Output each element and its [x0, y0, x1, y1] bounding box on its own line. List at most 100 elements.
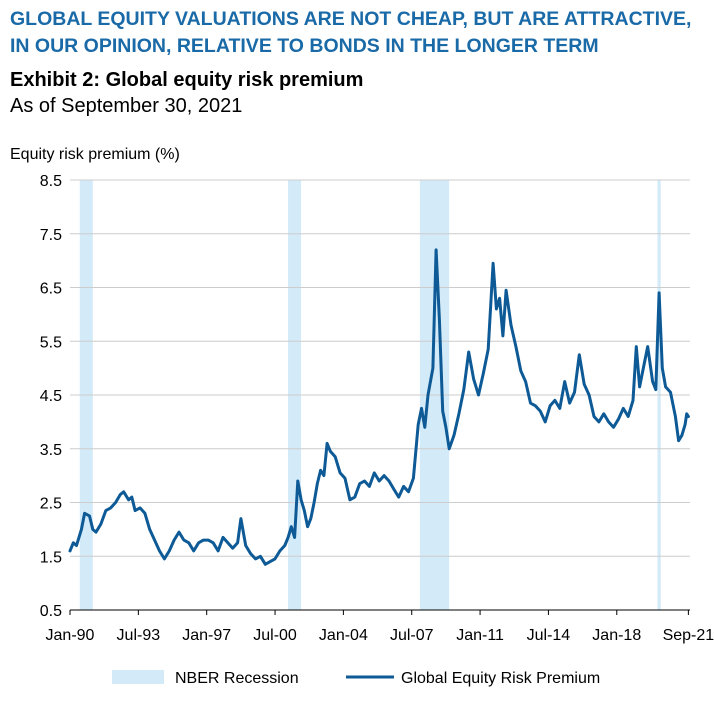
data-point-14: [127, 498, 130, 501]
data-point-70: [373, 472, 376, 474]
data-point-106: [529, 402, 532, 404]
data-point-84: [435, 249, 437, 251]
data-point-9: [104, 509, 107, 512]
y-axis-label: Equity risk premium (%): [10, 146, 180, 163]
data-point-61: [329, 450, 332, 453]
data-point-68: [363, 480, 366, 482]
data-point-127: [632, 399, 634, 402]
data-point-112: [558, 407, 561, 410]
data-point-115: [573, 391, 576, 394]
data-point-51: [296, 480, 299, 482]
data-point-71: [378, 480, 381, 482]
data-point-19: [148, 528, 151, 531]
data-point-27: [187, 541, 190, 544]
y-tick-label-2: 2.5: [40, 496, 62, 513]
data-point-5: [88, 515, 91, 517]
data-point-90: [458, 412, 460, 415]
data-point-30: [202, 539, 205, 541]
legend-series-label: Global Equity Risk Premium: [401, 670, 600, 687]
data-point-142: [685, 412, 688, 415]
data-point-52: [300, 498, 302, 501]
data-point-94: [477, 394, 480, 396]
data-point-122: [607, 421, 610, 423]
data-point-25: [178, 531, 180, 533]
x-tick-label-0: Jan-90: [46, 627, 95, 644]
data-point-83: [432, 367, 434, 369]
data-point-33: [217, 550, 220, 552]
x-tick-label-2: Jan-97: [182, 627, 231, 644]
y-tick-label-3: 3.5: [40, 442, 62, 459]
y-tick-label-7: 7.5: [40, 227, 62, 244]
legend-recession-label: NBER Recession: [175, 670, 299, 687]
data-point-116: [578, 353, 581, 356]
data-point-136: [664, 386, 667, 388]
data-point-8: [100, 523, 102, 525]
data-point-35: [226, 541, 229, 544]
y-tick-label-8: 8.5: [40, 173, 62, 190]
x-tick-label-7: Jul-14: [527, 627, 571, 644]
data-point-1: [72, 541, 75, 544]
data-point-15: [130, 496, 133, 498]
data-point-73: [388, 480, 390, 482]
data-point-132: [651, 380, 654, 383]
data-point-100: [502, 335, 504, 337]
data-point-57: [316, 482, 319, 485]
data-point-133: [654, 388, 657, 391]
data-point-108: [539, 410, 542, 412]
data-point-16: [134, 509, 137, 512]
data-point-138: [674, 415, 677, 418]
data-point-123: [612, 426, 615, 429]
data-point-54: [306, 525, 309, 528]
data-point-86: [441, 410, 444, 412]
data-point-55: [309, 517, 312, 520]
data-point-3: [80, 528, 83, 531]
data-point-6: [91, 528, 94, 531]
data-point-47: [283, 544, 286, 547]
data-point-28: [192, 550, 195, 552]
data-point-85: [438, 318, 441, 321]
data-point-107: [534, 404, 537, 407]
data-point-29: [197, 541, 200, 544]
data-point-43: [264, 563, 267, 566]
data-point-113: [563, 380, 566, 383]
data-point-22: [163, 558, 166, 560]
data-point-117: [583, 383, 586, 386]
data-point-143: [687, 415, 690, 418]
data-point-89: [453, 434, 455, 437]
data-point-20: [153, 539, 156, 541]
data-point-101: [505, 289, 507, 292]
data-point-72: [383, 474, 385, 477]
data-point-130: [641, 369, 644, 372]
data-point-103: [515, 345, 517, 348]
data-point-32: [212, 541, 215, 544]
data-point-139: [677, 439, 680, 442]
data-point-69: [368, 485, 371, 488]
data-point-131: [646, 345, 649, 348]
data-point-44: [269, 560, 272, 563]
data-point-129: [638, 386, 641, 388]
data-point-60: [326, 442, 328, 445]
data-point-13: [122, 490, 125, 493]
data-point-124: [617, 418, 620, 421]
data-point-87: [445, 426, 447, 429]
data-point-119: [593, 415, 595, 418]
data-point-58: [319, 469, 322, 472]
data-point-7: [95, 531, 97, 533]
legend: NBER Recession Global Equity Risk Premiu…: [112, 670, 600, 687]
data-point-67: [358, 482, 361, 485]
y-tick-label-4: 4.5: [40, 388, 62, 405]
data-point-17: [139, 507, 141, 509]
data-point-37: [236, 541, 239, 544]
data-point-0: [69, 550, 71, 552]
series-line-0: [68, 248, 690, 566]
data-point-93: [472, 378, 475, 380]
data-point-140: [681, 434, 683, 437]
data-point-102: [510, 324, 512, 326]
data-point-34: [222, 536, 224, 539]
data-point-98: [495, 308, 498, 310]
data-point-118: [588, 394, 590, 396]
data-point-125: [622, 407, 625, 410]
data-point-92: [467, 351, 470, 353]
data-point-135: [661, 367, 664, 369]
data-point-120: [598, 421, 600, 423]
